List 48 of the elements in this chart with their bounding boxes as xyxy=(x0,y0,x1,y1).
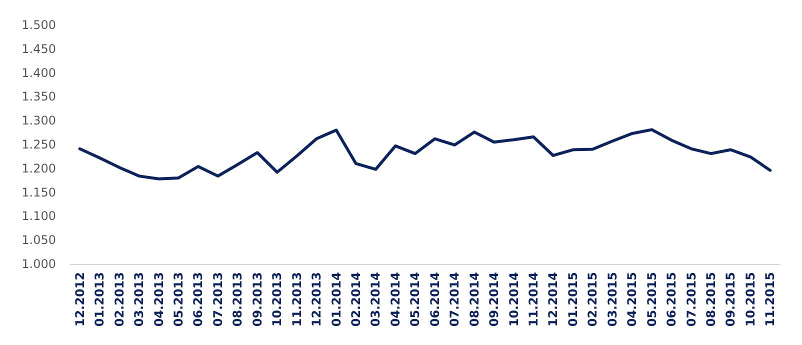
y-tick-label: 1.350 xyxy=(22,90,56,104)
x-tick-label: 03.2015 xyxy=(605,272,620,327)
y-tick-label: 1.500 xyxy=(22,18,56,32)
x-tick-label: 11.2014 xyxy=(526,272,540,327)
x-tick-label: 09.2013 xyxy=(250,272,264,327)
x-tick-label: 08.2013 xyxy=(230,272,245,327)
x-tick-label: 12.2012 xyxy=(72,272,87,327)
x-tick-label: 05.2014 xyxy=(408,272,422,327)
x-tick-label: 12.2014 xyxy=(546,272,560,327)
x-tick-label: 12.2013 xyxy=(310,272,324,327)
x-tick-label: 10.2013 xyxy=(270,272,284,327)
x-tick-label: 07.2015 xyxy=(684,272,698,327)
x-tick-label: 09.2015 xyxy=(724,272,738,327)
x-tick-label: 04.2014 xyxy=(388,272,402,327)
y-tick-label: 1.200 xyxy=(22,161,56,176)
x-tick-label: 04.2013 xyxy=(152,272,166,327)
x-tick-label: 06.2013 xyxy=(191,272,206,327)
x-tick-label: 07.2014 xyxy=(448,272,462,327)
x-tick-label: 09.2014 xyxy=(487,272,502,327)
x-tick-label: 06.2014 xyxy=(428,272,442,327)
x-tick-label: 02.2013 xyxy=(112,272,126,327)
y-tick-label: 1.450 xyxy=(22,42,56,56)
y-tick-label: 1.100 xyxy=(22,209,56,224)
x-tick-label: 01.2015 xyxy=(566,272,580,327)
x-tick-label: 06.2015 xyxy=(664,272,679,327)
x-tick-label: 08.2014 xyxy=(467,272,482,327)
x-tick-label: 04.2015 xyxy=(625,272,640,327)
x-tick-label: 01.2014 xyxy=(329,272,344,327)
y-tick-label: 1.050 xyxy=(22,233,56,248)
line-series xyxy=(78,128,772,180)
x-tick-label: 10.2014 xyxy=(506,272,521,327)
x-tick-label: 02.2015 xyxy=(586,272,600,327)
x-tick-label: 05.2013 xyxy=(171,272,186,327)
y-tick-label: 1.300 xyxy=(22,114,56,128)
x-tick-label: 07.2013 xyxy=(210,272,225,327)
y-tick-label: 1.250 xyxy=(22,138,56,152)
x-tick-label: 03.2013 xyxy=(132,272,146,327)
x-tick-label: 10.2015 xyxy=(743,272,758,327)
x-tick-label: 08.2015 xyxy=(704,272,718,327)
y-tick-label: 1.000 xyxy=(22,257,56,271)
y-tick-label: 1.400 xyxy=(22,66,56,80)
x-tick-label: 05.2015 xyxy=(644,272,659,327)
x-tick-label: 11.2013 xyxy=(290,272,304,327)
y-tick-label: 1.150 xyxy=(22,185,56,200)
x-tick-label: 03.2014 xyxy=(368,272,383,327)
x-tick-label: 02.2014 xyxy=(348,272,363,327)
x-tick-label: 01.2013 xyxy=(92,272,107,327)
x-tick-label: 11.2015 xyxy=(763,272,778,327)
